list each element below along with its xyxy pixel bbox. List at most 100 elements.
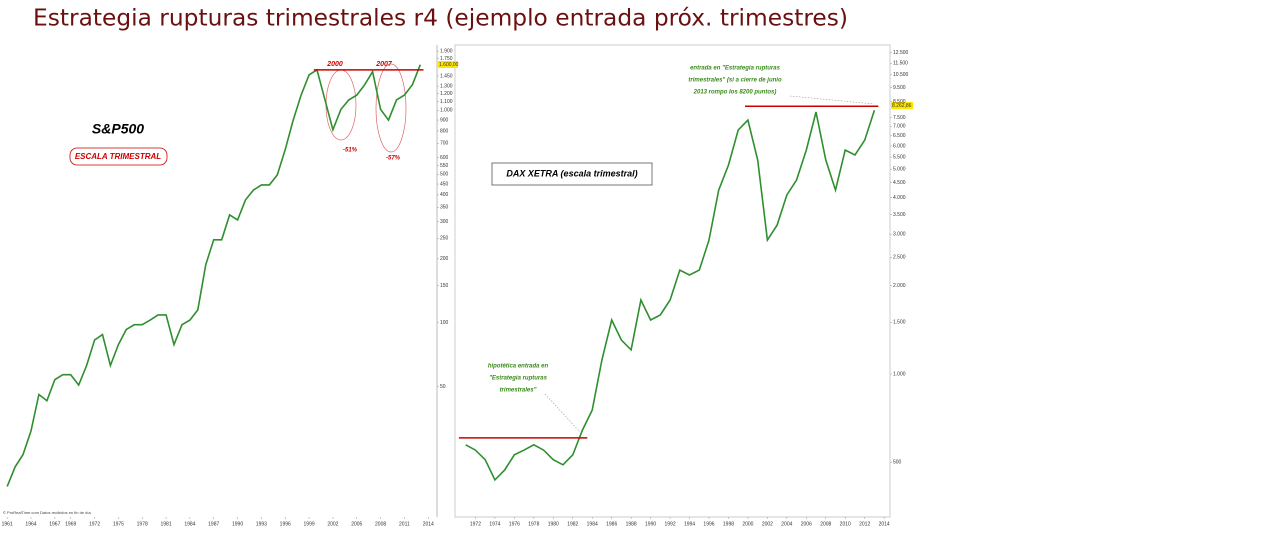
x-tick-label: 1990 <box>232 521 243 527</box>
y-tick-label: 1.300 <box>440 83 453 89</box>
x-tick-label: 2012 <box>859 521 870 527</box>
annotation: entrada en "Estrategia rupturas <box>690 66 781 72</box>
y-tick-label: 700 <box>440 141 449 147</box>
x-tick-label: 1972 <box>89 521 100 527</box>
y-tick-label: 6.500 <box>893 133 906 139</box>
annotation: 2007 <box>375 61 393 68</box>
chart-label: S&P500 <box>92 121 144 137</box>
panel-border <box>454 44 891 518</box>
y-tick-label: 1.900 <box>440 48 453 54</box>
x-tick-label: 1996 <box>703 521 714 527</box>
y-tick-label: 900 <box>440 117 449 123</box>
y-tick-label: 600 <box>440 155 449 161</box>
x-tick-label: 1975 <box>113 521 124 527</box>
x-tick-label: 2014 <box>423 521 434 527</box>
price-line <box>6 64 422 487</box>
x-tick-label: 2014 <box>879 521 890 527</box>
y-tick-label: 2.000 <box>893 283 906 289</box>
y-tick-label: 1.500 <box>893 320 906 326</box>
y-tick-label: 1.100 <box>440 99 453 105</box>
y-tick-label: 450 <box>440 181 449 187</box>
x-tick-label: 1964 <box>25 521 36 527</box>
y-tick-label: 3.500 <box>893 212 906 218</box>
x-tick-label: 1980 <box>548 521 559 527</box>
y-tick-label: 350 <box>440 205 449 211</box>
y-tick-label: 1.000 <box>893 371 906 377</box>
x-tick-label: 1982 <box>567 521 578 527</box>
annotation: hipotética entrada en <box>488 364 549 370</box>
x-tick-label: 1981 <box>160 521 171 527</box>
annotation: -57% <box>386 156 401 162</box>
y-tick-label: 10.500 <box>893 72 909 78</box>
x-tick-label: 2005 <box>351 521 362 527</box>
x-tick-label: 1993 <box>256 521 267 527</box>
price-label: 8.262,86 <box>892 103 912 109</box>
x-tick-label: 2006 <box>801 521 812 527</box>
y-tick-label: 200 <box>440 256 449 262</box>
y-tick-label: 3.000 <box>893 232 906 238</box>
annotation: 2000 <box>326 61 343 68</box>
x-tick-label: 1986 <box>606 521 617 527</box>
x-tick-label: 1978 <box>137 521 148 527</box>
y-tick-label: 2.500 <box>893 255 906 261</box>
y-tick-label: 550 <box>440 163 449 169</box>
x-tick-label: 2011 <box>399 521 410 527</box>
x-tick-label: 2008 <box>820 521 831 527</box>
y-tick-label: 400 <box>440 192 449 198</box>
source-note: © ProRealTime.com Datos recibidos en fin… <box>3 510 92 515</box>
x-tick-label: 2010 <box>840 521 851 527</box>
x-tick-label: 1999 <box>304 521 315 527</box>
page-title: Estrategia rupturas trimestrales r4 (eje… <box>33 6 848 32</box>
price-label: 1.600,00 <box>439 62 459 68</box>
annotation: trimestrales" (si a cierre de junio <box>688 78 782 84</box>
x-tick-label: 1974 <box>489 521 500 527</box>
chart-label: DAX XETRA (escala trimestral) <box>506 168 637 178</box>
x-tick-label: 2004 <box>781 521 792 527</box>
y-tick-label: 50 <box>440 384 446 390</box>
x-tick-label: 1994 <box>684 521 695 527</box>
y-tick-label: 4.500 <box>893 180 906 186</box>
annotation: trimestrales" <box>500 388 537 394</box>
y-tick-label: 7.000 <box>893 124 906 130</box>
label-box <box>491 162 653 186</box>
highlight-ellipse <box>375 63 407 153</box>
highlight-ellipse <box>325 69 357 141</box>
x-tick-label: 1978 <box>528 521 539 527</box>
x-tick-label: 1972 <box>470 521 481 527</box>
y-tick-label: 1.450 <box>440 73 453 79</box>
annotation: -51% <box>343 148 358 154</box>
x-tick-label: 1969 <box>65 521 76 527</box>
y-tick-label: 9.500 <box>893 85 906 91</box>
x-tick-label: 2002 <box>327 521 338 527</box>
x-tick-label: 2000 <box>742 521 753 527</box>
y-tick-label: 1.200 <box>440 91 453 97</box>
y-tick-label: 250 <box>440 236 449 242</box>
y-tick-label: 500 <box>893 460 902 466</box>
y-tick-label: 1.000 <box>440 108 453 114</box>
y-tick-label: 11.500 <box>893 61 908 67</box>
x-tick-label: 1998 <box>723 521 734 527</box>
y-tick-label: 1.750 <box>440 56 453 62</box>
y-tick-label: 100 <box>440 320 449 326</box>
x-tick-label: 2002 <box>762 521 773 527</box>
x-tick-label: 2008 <box>375 521 386 527</box>
y-tick-label: 800 <box>440 128 449 134</box>
y-tick-label: 7.500 <box>893 115 906 121</box>
y-tick-label: 12.500 <box>893 50 909 56</box>
y-tick-label: 5.000 <box>893 167 906 173</box>
y-tick-label: 500 <box>440 172 449 178</box>
label-box <box>69 147 168 166</box>
x-tick-label: 1984 <box>587 521 598 527</box>
price-box <box>891 102 913 109</box>
x-tick-label: 1961 <box>2 521 13 527</box>
y-tick-label: 300 <box>440 219 449 225</box>
x-tick-label: 1984 <box>184 521 195 527</box>
x-tick-label: 1976 <box>509 521 520 527</box>
chart-sublabel: ESCALA TRIMESTRAL <box>75 152 161 161</box>
pointer <box>544 393 581 433</box>
annotation: 2013 rompo los 8200 puntos) <box>693 90 777 96</box>
y-tick-label: 5.500 <box>893 154 906 160</box>
y-tick-label: 8.500 <box>893 99 906 105</box>
y-tick-label: 6.000 <box>893 143 906 149</box>
